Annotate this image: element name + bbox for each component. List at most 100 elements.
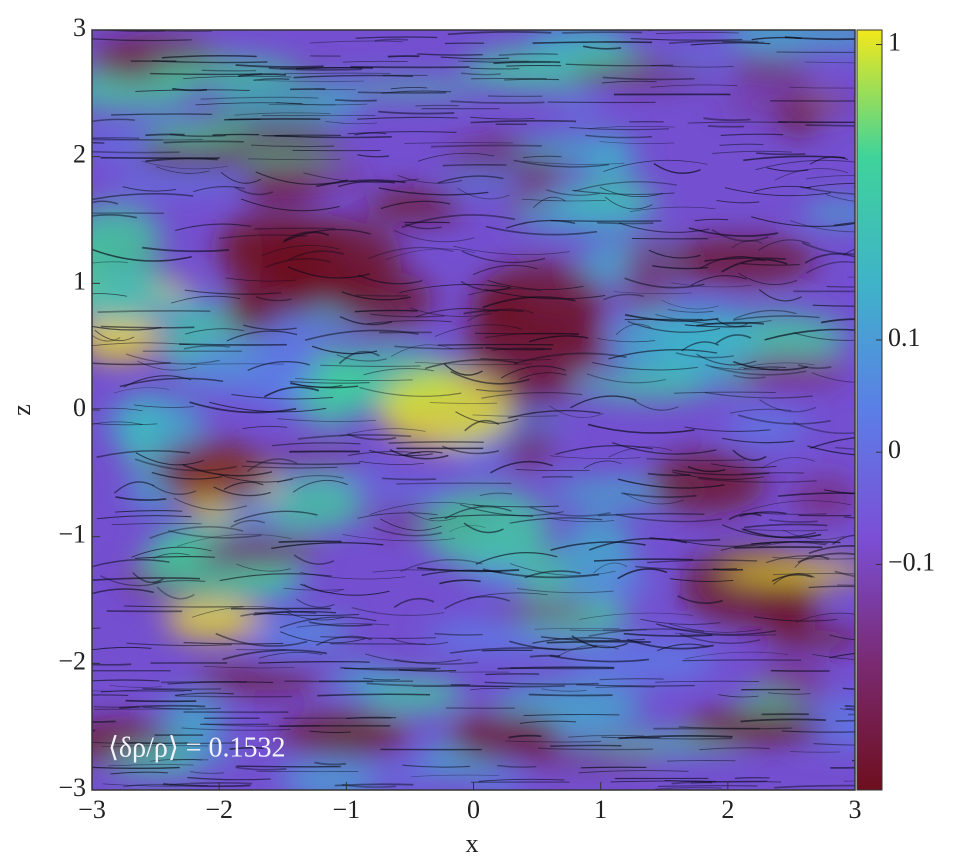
- field-streak: [109, 684, 162, 688]
- field-streak: [808, 585, 855, 589]
- field-streak: [248, 158, 341, 161]
- field-streak: [292, 479, 348, 493]
- field-blob: [622, 238, 672, 320]
- field-streak: [92, 212, 165, 215]
- field-streak: [311, 345, 378, 355]
- field-streak: [829, 652, 855, 659]
- field-streak: [309, 730, 351, 733]
- y-tick-label: 2: [73, 140, 86, 169]
- field-streak: [234, 186, 274, 196]
- field-blob: [92, 312, 159, 363]
- field-streak: [394, 345, 484, 350]
- field-streak: [519, 720, 577, 724]
- field-streak: [167, 681, 274, 685]
- field-streak: [833, 221, 855, 226]
- field-streak: [152, 579, 206, 584]
- field-streak: [508, 734, 542, 739]
- field-streak: [201, 69, 257, 72]
- field-streak: [283, 72, 391, 75]
- field-streak: [168, 530, 262, 539]
- field-streak: [588, 628, 705, 637]
- field-streak: [751, 216, 855, 228]
- field-streak: [434, 632, 483, 636]
- field-streak: [450, 370, 530, 385]
- field-streak: [617, 478, 725, 489]
- field-streak: [213, 486, 271, 497]
- field-streak: [761, 457, 816, 469]
- field-streak: [810, 437, 855, 449]
- field-streak: [253, 78, 290, 81]
- field-streak: [404, 142, 514, 144]
- field-streak: [92, 362, 171, 366]
- field-streak: [235, 64, 324, 68]
- field-streak: [784, 36, 855, 41]
- field-streak: [799, 185, 855, 195]
- field-streak: [390, 344, 454, 357]
- field-streak: [181, 727, 291, 731]
- field-streak: [408, 511, 457, 522]
- field-streak: [378, 110, 455, 115]
- field-streak: [710, 463, 777, 469]
- field-streak: [805, 124, 855, 127]
- field-streak: [834, 570, 855, 578]
- field-streak: [258, 661, 370, 664]
- field-streak: [92, 679, 160, 682]
- field-streak: [296, 623, 390, 628]
- field-streak: [599, 141, 675, 144]
- field-streak: [398, 669, 457, 672]
- field-streak: [314, 761, 347, 766]
- field-streak: [720, 133, 784, 137]
- field-streaks: [92, 30, 855, 790]
- field-streak: [354, 309, 418, 313]
- field-streak: [655, 680, 760, 683]
- field-streak: [837, 584, 855, 586]
- field-streak: [183, 642, 284, 645]
- field-texture: [92, 30, 855, 790]
- field-streak: [209, 401, 327, 413]
- field-streak: [668, 40, 759, 45]
- field-streak: [549, 654, 650, 663]
- field-streak: [317, 693, 431, 697]
- field-streak: [463, 309, 524, 315]
- field-streak: [133, 404, 194, 408]
- field-streak: [152, 484, 197, 495]
- field-streak: [163, 783, 251, 788]
- field-streak: [475, 389, 513, 392]
- field-streak: [733, 360, 808, 371]
- x-tick-label: −1: [332, 795, 360, 824]
- field-streak: [743, 366, 787, 370]
- field-streak: [92, 690, 185, 692]
- field-streak: [655, 32, 739, 35]
- field-streak: [124, 741, 238, 744]
- x-tick-label: −3: [78, 795, 106, 824]
- field-streak: [96, 515, 192, 520]
- field-streak: [468, 288, 542, 296]
- field-streak: [696, 321, 764, 327]
- field-streak: [293, 554, 335, 565]
- field-streak: [238, 73, 287, 78]
- field-streak: [599, 678, 664, 681]
- field-streak: [653, 162, 701, 174]
- field-streak: [295, 66, 374, 70]
- field-streak: [466, 592, 548, 599]
- field-streak: [457, 187, 510, 200]
- field-blob: [448, 712, 562, 763]
- field-streak: [809, 156, 848, 165]
- field-streak: [92, 342, 190, 347]
- field-blob: [92, 292, 219, 322]
- field-streak: [712, 150, 792, 155]
- field-streak: [549, 455, 641, 460]
- field-streak: [493, 60, 561, 65]
- field-streak: [711, 228, 769, 242]
- field-streak: [597, 338, 656, 343]
- field-streak: [664, 779, 768, 783]
- field-streak: [703, 117, 751, 122]
- field-streak: [394, 658, 479, 665]
- field-streak: [355, 294, 408, 297]
- field-streak: [359, 386, 462, 397]
- field-streak: [410, 774, 500, 778]
- field-streak: [338, 180, 396, 188]
- field-streak: [236, 563, 291, 572]
- field-streak: [92, 423, 158, 426]
- field-streak: [532, 41, 653, 44]
